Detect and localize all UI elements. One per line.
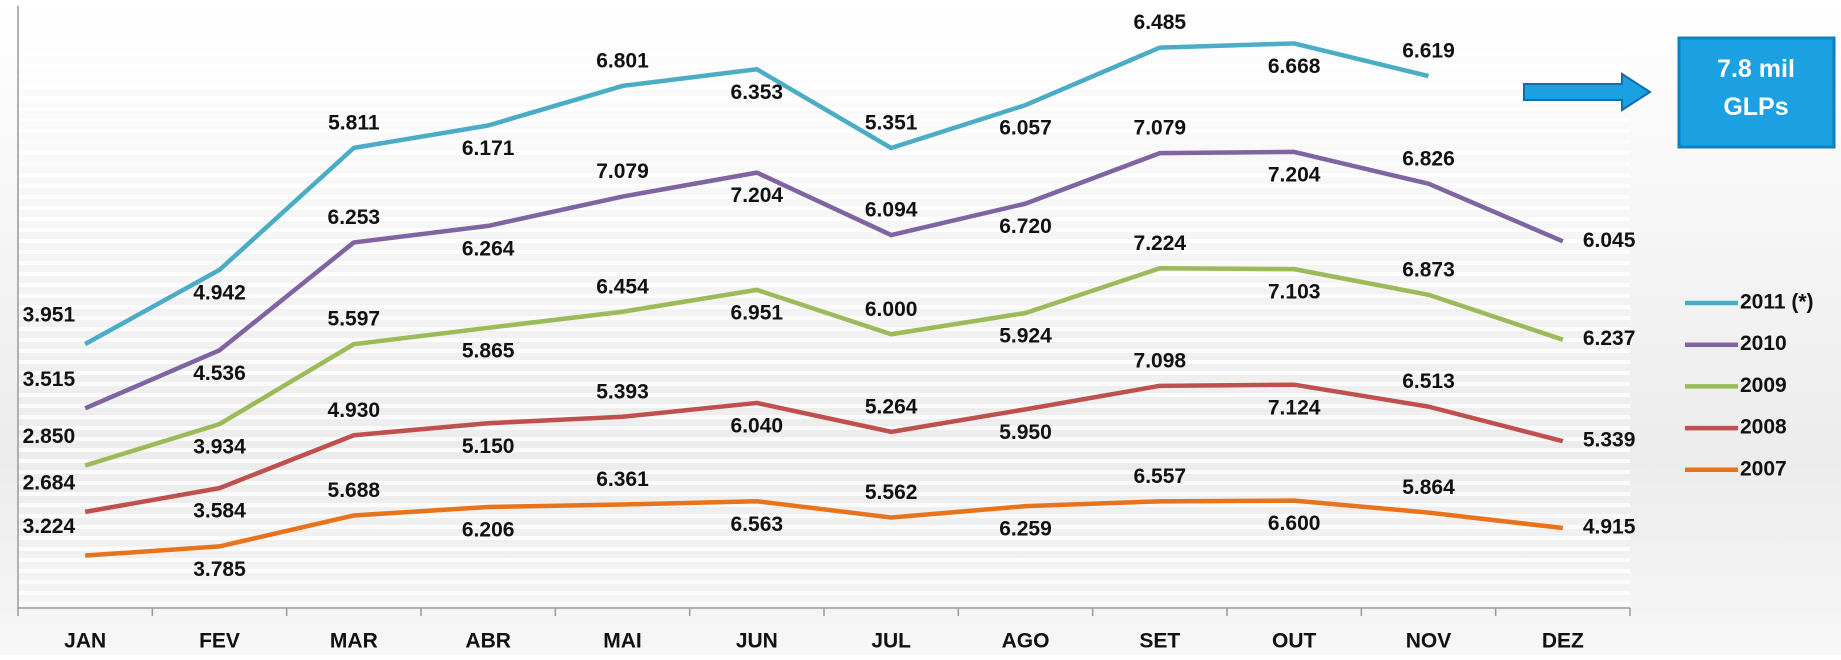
- data-label: 4.915: [1583, 516, 1636, 539]
- data-label: 6.563: [731, 513, 784, 536]
- data-label: 5.865: [462, 339, 515, 362]
- x-tick-label: FEV: [199, 630, 240, 653]
- x-tick-label: NOV: [1406, 630, 1452, 653]
- data-label: 6.045: [1583, 229, 1636, 252]
- data-label: 6.206: [462, 519, 515, 542]
- data-label: 6.000: [865, 298, 918, 321]
- data-label: 5.597: [328, 308, 381, 331]
- data-label: 6.264: [462, 237, 515, 260]
- data-label: 3.934: [193, 436, 246, 459]
- data-label: 3.584: [193, 500, 246, 523]
- x-tick-label: JUN: [736, 630, 778, 653]
- series-line: [84, 41, 1430, 347]
- data-label: 6.619: [1402, 40, 1455, 63]
- data-label: 5.339: [1583, 429, 1636, 452]
- data-label: 2.684: [23, 471, 76, 494]
- data-label: 7.204: [731, 184, 784, 207]
- x-tick-label: JUL: [871, 630, 911, 653]
- data-label: 6.951: [731, 301, 784, 324]
- x-tick-label: ABR: [465, 630, 511, 653]
- x-tick-label: SET: [1139, 630, 1180, 653]
- data-label: 6.253: [328, 206, 381, 229]
- data-label: 6.040: [731, 414, 784, 437]
- data-label: 7.124: [1268, 396, 1321, 419]
- data-label: 5.393: [596, 380, 649, 403]
- data-label: 6.600: [1268, 512, 1321, 535]
- data-label: 7.079: [596, 160, 649, 183]
- x-tick-label: JAN: [64, 630, 106, 653]
- data-label: 5.864: [1402, 476, 1455, 499]
- data-label: 5.150: [462, 435, 515, 458]
- data-label: 2.850: [23, 425, 76, 448]
- data-label: 7.103: [1268, 281, 1321, 304]
- data-label: 6.826: [1402, 147, 1455, 170]
- data-label: 6.873: [1402, 258, 1455, 281]
- data-label: 6.720: [999, 215, 1052, 238]
- legend-label: 2008: [1740, 416, 1787, 439]
- series-line: [84, 266, 1564, 468]
- legend-label: 2009: [1740, 374, 1787, 397]
- data-label: 4.536: [193, 362, 246, 385]
- data-label: 3.951: [23, 304, 76, 327]
- data-label: 5.924: [999, 325, 1052, 348]
- data-label: 6.454: [596, 275, 649, 298]
- callout-text: 7.8 mil GLPs: [1717, 55, 1795, 121]
- x-tick-label: AGO: [1002, 630, 1050, 653]
- x-tick-label: MAI: [603, 630, 642, 653]
- x-tick-label: DEZ: [1542, 630, 1584, 653]
- data-label: 3.224: [23, 515, 76, 538]
- legend-label: 2011 (*): [1740, 291, 1814, 314]
- data-label: 5.811: [328, 111, 380, 134]
- callout-box: [1677, 36, 1836, 149]
- data-label: 6.353: [731, 81, 784, 104]
- x-tick-label: MAR: [330, 630, 378, 653]
- data-label: 6.485: [1134, 11, 1187, 34]
- data-label: 3.785: [193, 558, 246, 581]
- arrow: [1523, 72, 1652, 112]
- data-label: 7.098: [1134, 349, 1187, 372]
- series-line: [84, 382, 1564, 515]
- data-label: 6.171: [462, 137, 515, 160]
- data-label: 6.259: [999, 518, 1052, 541]
- data-label: 6.513: [1402, 370, 1455, 393]
- data-label: 5.562: [865, 481, 918, 504]
- legend-label: 2007: [1740, 457, 1787, 480]
- data-label: 7.204: [1268, 163, 1321, 186]
- data-label: 6.801: [596, 49, 649, 72]
- series-line: [84, 149, 1564, 411]
- data-label: 4.942: [193, 281, 246, 304]
- data-label: 5.688: [328, 479, 381, 502]
- data-label: 7.224: [1134, 232, 1187, 255]
- stripes: [18, 8, 1630, 606]
- legend-label: 2010: [1740, 332, 1787, 355]
- data-label: 3.515: [23, 368, 76, 391]
- data-label: 6.094: [865, 199, 918, 222]
- data-label: 7.079: [1134, 117, 1187, 140]
- data-label: 6.237: [1583, 327, 1636, 350]
- data-label: 5.950: [999, 421, 1052, 444]
- x-tick-label: OUT: [1272, 630, 1317, 653]
- data-label: 6.557: [1134, 465, 1187, 488]
- data-label: 5.351: [865, 112, 918, 135]
- data-label: 6.668: [1268, 55, 1321, 78]
- data-label: 6.057: [999, 117, 1052, 140]
- data-label: 5.264: [865, 395, 918, 418]
- data-label: 4.930: [328, 399, 381, 422]
- data-label: 6.361: [596, 468, 649, 491]
- series-line: [85, 498, 1564, 558]
